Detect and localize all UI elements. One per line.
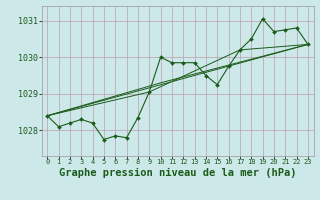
X-axis label: Graphe pression niveau de la mer (hPa): Graphe pression niveau de la mer (hPa) (59, 168, 296, 178)
